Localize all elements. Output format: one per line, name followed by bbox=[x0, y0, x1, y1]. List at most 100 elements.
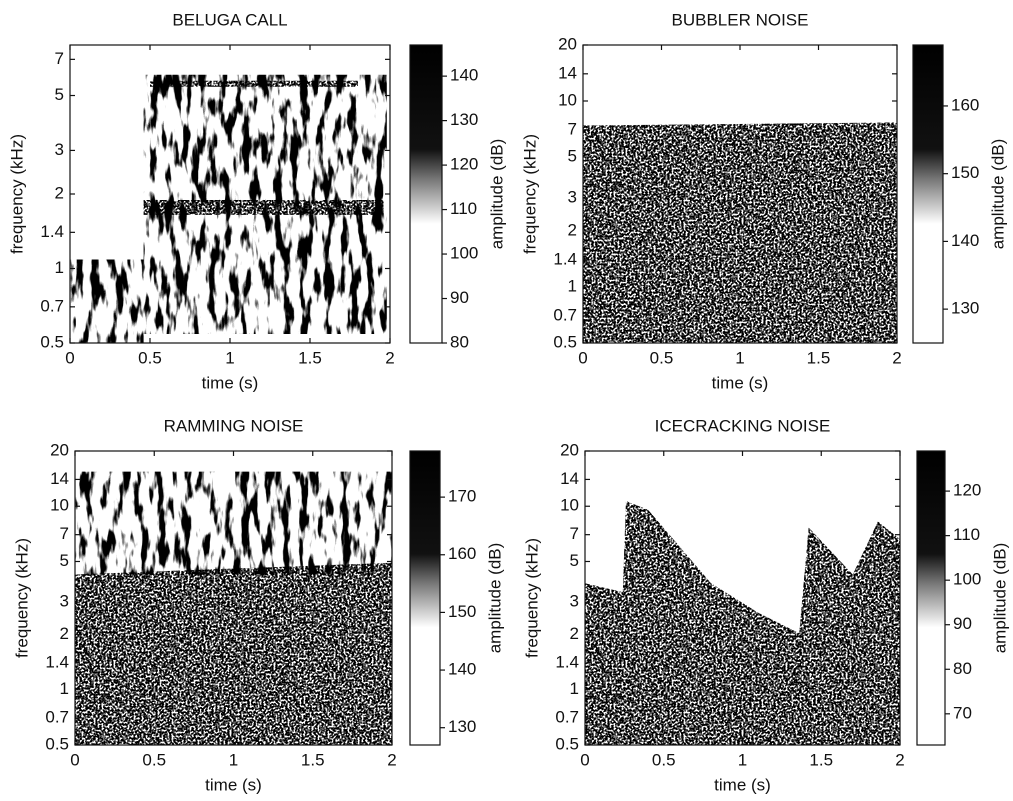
x-tick-label: 0.5 bbox=[138, 348, 162, 367]
x-axis-label: time (s) bbox=[714, 775, 771, 794]
x-tick-label: 0.5 bbox=[650, 348, 674, 367]
y-axis-label: frequency (kHz) bbox=[7, 134, 26, 254]
y-axis-label: frequency (kHz) bbox=[520, 134, 539, 254]
x-axis-label: time (s) bbox=[202, 373, 259, 392]
x-tick-label: 2 bbox=[385, 348, 394, 367]
y-tick-label: 20 bbox=[558, 34, 577, 53]
colorbar-tick-label: 130 bbox=[448, 717, 476, 736]
colorbar-label: amplitude (dB) bbox=[485, 543, 504, 654]
colorbar-tick-label: 160 bbox=[448, 544, 476, 563]
y-tick-label: 1 bbox=[568, 276, 577, 295]
colorbar-tick-label: 90 bbox=[450, 288, 469, 307]
y-tick-label: 1 bbox=[60, 679, 69, 698]
colorbar-tick-label: 170 bbox=[448, 487, 476, 506]
chart-title: RAMMING NOISE bbox=[164, 416, 304, 435]
y-tick-label: 14 bbox=[50, 469, 69, 488]
chart-title: BUBBLER NOISE bbox=[672, 10, 809, 29]
colorbar-label: amplitude (dB) bbox=[487, 139, 506, 250]
y-tick-label: 0.7 bbox=[555, 708, 579, 727]
y-tick-label: 3 bbox=[568, 188, 577, 207]
x-tick-label: 1.5 bbox=[809, 750, 833, 769]
y-tick-label: 10 bbox=[560, 496, 579, 515]
y-tick-label: 3 bbox=[55, 140, 64, 159]
y-tick-label: 10 bbox=[50, 496, 69, 515]
y-tick-label: 7 bbox=[570, 524, 579, 543]
colorbar bbox=[912, 44, 944, 344]
x-tick-label: 0 bbox=[70, 750, 79, 769]
x-axis-label: time (s) bbox=[712, 373, 769, 392]
colorbar-tick-label: 110 bbox=[450, 199, 477, 218]
colorbar-tick-label: 140 bbox=[448, 660, 476, 679]
x-tick-label: 1 bbox=[225, 348, 234, 367]
spectrogram-texture bbox=[70, 259, 144, 343]
y-tick-label: 1.4 bbox=[40, 222, 64, 241]
y-tick-label: 20 bbox=[560, 440, 579, 459]
colorbar-tick-label: 120 bbox=[450, 155, 478, 174]
y-tick-label: 2 bbox=[570, 624, 579, 643]
colorbar-tick-label: 70 bbox=[953, 703, 972, 722]
y-tick-label: 5 bbox=[568, 146, 577, 165]
colorbar-tick-label: 110 bbox=[953, 525, 980, 544]
x-tick-label: 2 bbox=[895, 750, 904, 769]
x-tick-label: 1 bbox=[738, 750, 747, 769]
y-tick-label: 7 bbox=[55, 49, 64, 68]
colorbar-tick-label: 130 bbox=[450, 110, 478, 129]
x-tick-label: 2 bbox=[387, 750, 396, 769]
y-tick-label: 5 bbox=[570, 551, 579, 570]
y-tick-label: 0.5 bbox=[555, 734, 579, 753]
y-tick-label: 5 bbox=[60, 551, 69, 570]
y-tick-label: 3 bbox=[60, 592, 69, 611]
y-tick-label: 3 bbox=[570, 592, 579, 611]
y-tick-label: 14 bbox=[560, 469, 579, 488]
x-tick-label: 1 bbox=[229, 750, 238, 769]
spectrogram-texture bbox=[75, 471, 392, 575]
colorbar-tick-label: 80 bbox=[450, 332, 469, 351]
y-tick-label: 2 bbox=[60, 624, 69, 643]
y-axis-label: frequency (kHz) bbox=[12, 538, 31, 658]
y-tick-label: 7 bbox=[568, 119, 577, 138]
x-tick-label: 1 bbox=[735, 348, 744, 367]
colorbar-tick-label: 100 bbox=[450, 244, 478, 263]
colorbar-label: amplitude (dB) bbox=[988, 139, 1007, 250]
colorbar-tick-label: 80 bbox=[953, 659, 972, 678]
y-tick-label: 2 bbox=[55, 183, 64, 202]
colorbar bbox=[409, 44, 443, 344]
y-tick-label: 0.7 bbox=[45, 708, 69, 727]
y-tick-label: 14 bbox=[558, 63, 577, 82]
spectrogram-texture bbox=[75, 562, 392, 745]
y-tick-label: 1 bbox=[55, 258, 64, 277]
spectrogram-texture bbox=[585, 500, 900, 745]
chart-title: BELUGA CALL bbox=[172, 10, 287, 29]
colorbar-tick-label: 130 bbox=[951, 299, 979, 318]
x-axis-label: time (s) bbox=[205, 775, 262, 794]
spectrogram-texture bbox=[583, 122, 897, 343]
x-tick-label: 2 bbox=[892, 348, 901, 367]
y-tick-label: 20 bbox=[50, 440, 69, 459]
x-tick-label: 1.5 bbox=[807, 348, 831, 367]
colorbar-tick-label: 140 bbox=[450, 66, 478, 85]
x-tick-label: 0 bbox=[578, 348, 587, 367]
x-tick-label: 1.5 bbox=[301, 750, 325, 769]
chart-title: ICECRACKING NOISE bbox=[655, 416, 831, 435]
colorbar-tick-label: 100 bbox=[953, 570, 981, 589]
y-tick-label: 5 bbox=[55, 85, 64, 104]
colorbar bbox=[916, 450, 946, 746]
x-tick-label: 0.5 bbox=[142, 750, 166, 769]
y-tick-label: 1.4 bbox=[553, 249, 577, 268]
y-tick-label: 2 bbox=[568, 220, 577, 239]
colorbar-tick-label: 150 bbox=[448, 602, 476, 621]
spectrogram-texture bbox=[150, 80, 358, 87]
y-tick-label: 7 bbox=[60, 524, 69, 543]
y-axis-label: frequency (kHz) bbox=[522, 538, 541, 658]
y-tick-label: 0.5 bbox=[40, 332, 64, 351]
colorbar-tick-label: 160 bbox=[951, 95, 979, 114]
y-tick-label: 1.4 bbox=[555, 652, 579, 671]
colorbar-tick-label: 90 bbox=[953, 614, 972, 633]
colorbar-tick-label: 150 bbox=[951, 163, 979, 182]
colorbar-tick-label: 120 bbox=[953, 481, 981, 500]
y-tick-label: 0.5 bbox=[45, 734, 69, 753]
spectrogram-texture bbox=[143, 199, 384, 215]
x-tick-label: 0.5 bbox=[652, 750, 676, 769]
